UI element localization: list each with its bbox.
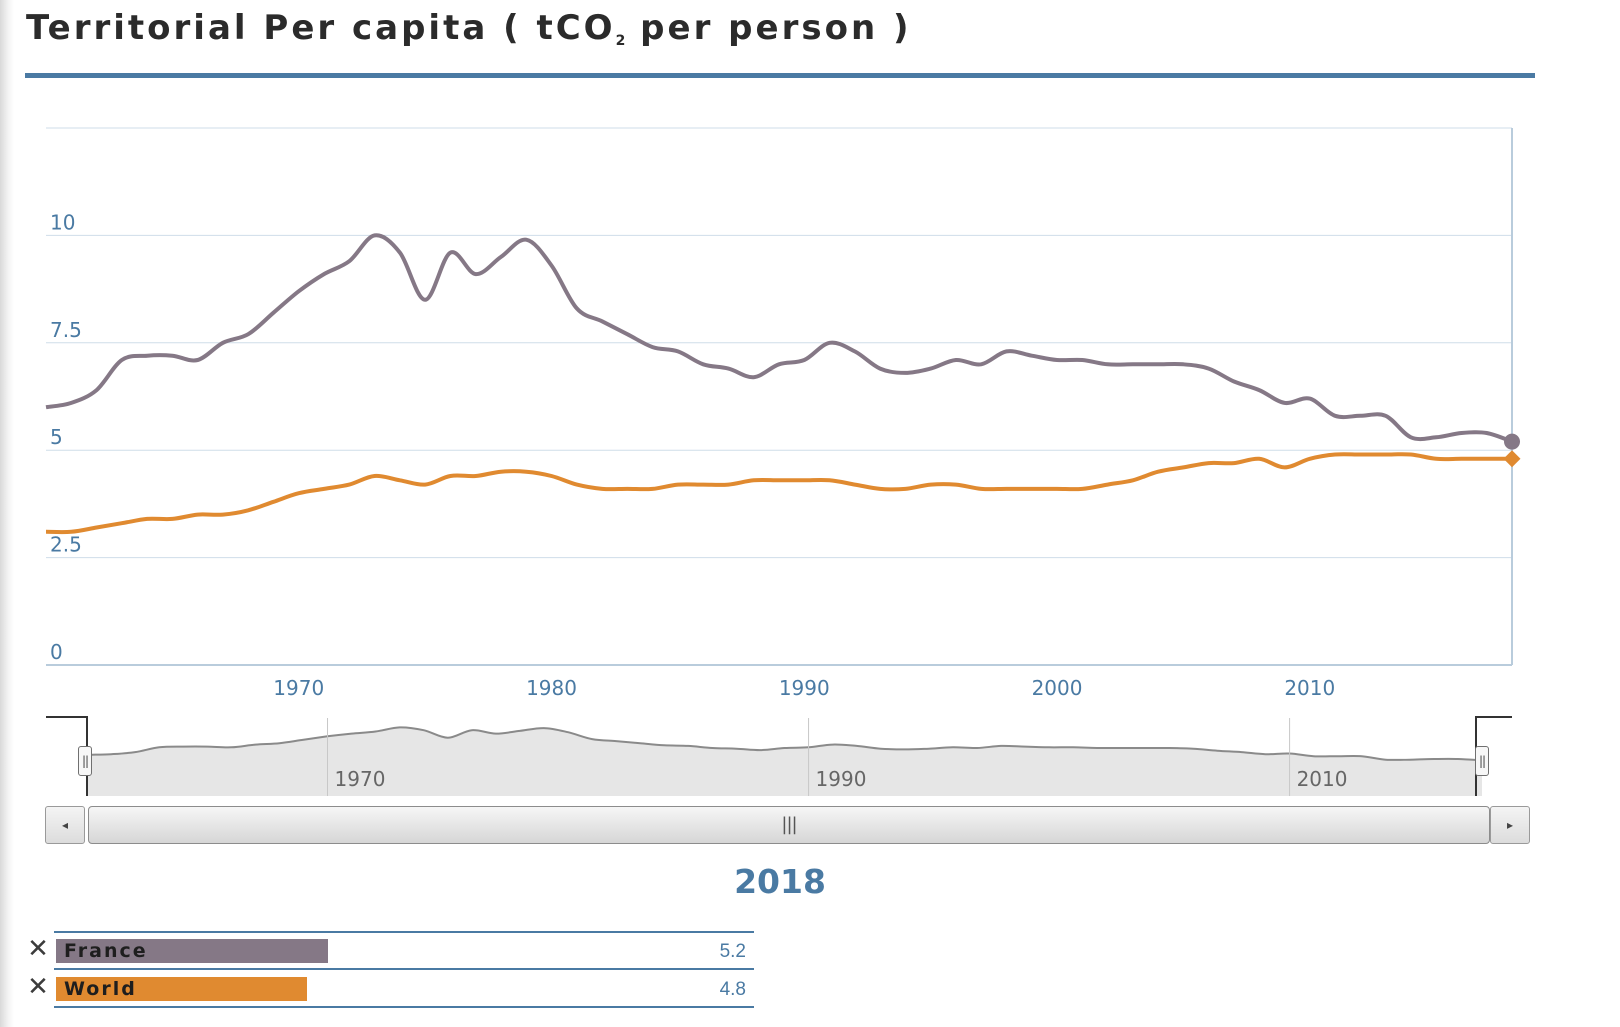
chart-title: Territorial Per capita ( tCO2 per person… [26, 8, 912, 49]
legend-bar-france [56, 939, 328, 963]
navigator-line [86, 726, 1483, 762]
legend-value-world: 4.8 [719, 979, 746, 1000]
legend-label-france: France [64, 940, 148, 962]
x-tick-label: 1980 [526, 676, 577, 700]
navigator-left-handle[interactable]: || [78, 746, 92, 776]
y-tick-label: 10 [50, 210, 75, 234]
y-tick-label: 2.5 [50, 533, 82, 557]
y-tick-label: 7.5 [50, 318, 82, 342]
navigator-tick-label: 1990 [816, 767, 867, 791]
page-edge-shadow [0, 0, 14, 1027]
legend-top-rule [54, 931, 754, 933]
x-tick-label: 1970 [273, 676, 324, 700]
grid-lines [46, 127, 1513, 666]
series-line-world [45, 452, 1512, 535]
selected-year: 2018 [734, 862, 826, 901]
remove-world-icon[interactable]: ✕ [27, 972, 49, 1002]
legend-row-world: ✕ World 4.8 [24, 969, 754, 1008]
end-marker-france [1504, 433, 1520, 450]
legend-bar-world [56, 977, 307, 1001]
legend-row-france: ✕ France 5.2 [24, 931, 754, 970]
series-lines [45, 233, 1513, 535]
scroll-right-button[interactable]: ▸ [1490, 806, 1530, 844]
legend-row-rule [54, 1006, 754, 1008]
title-underline [25, 73, 1535, 78]
remove-france-icon[interactable]: ✕ [27, 934, 49, 964]
x-tick-label: 1990 [779, 676, 830, 700]
navigator-tick-label: 2010 [1297, 767, 1348, 791]
navigator-right-handle[interactable]: || [1475, 746, 1489, 776]
legend-value-france: 5.2 [719, 941, 746, 962]
end-marker-world [1503, 450, 1521, 468]
x-axis-ticks: 1970 1980 1990 2000 2010 [273, 676, 1335, 700]
series-line-france [45, 233, 1513, 444]
y-tick-label: 5 [50, 425, 63, 449]
y-axis-ticks: 0 2.5 5 7.5 10 [50, 210, 82, 664]
scroll-left-button[interactable]: ◂ [45, 806, 85, 844]
navigator-tick-label: 1970 [335, 767, 386, 791]
x-tick-label: 2000 [1032, 676, 1083, 700]
x-tick-label: 2010 [1284, 676, 1335, 700]
scrollbar-thumb[interactable]: ||| [88, 806, 1490, 844]
legend-label-world: World [64, 978, 137, 1000]
navigator-area [87, 727, 1482, 796]
legend-row-rule [54, 968, 754, 970]
navigator: 1970 1990 2010 [46, 716, 1512, 796]
y-tick-label: 0 [50, 640, 63, 664]
